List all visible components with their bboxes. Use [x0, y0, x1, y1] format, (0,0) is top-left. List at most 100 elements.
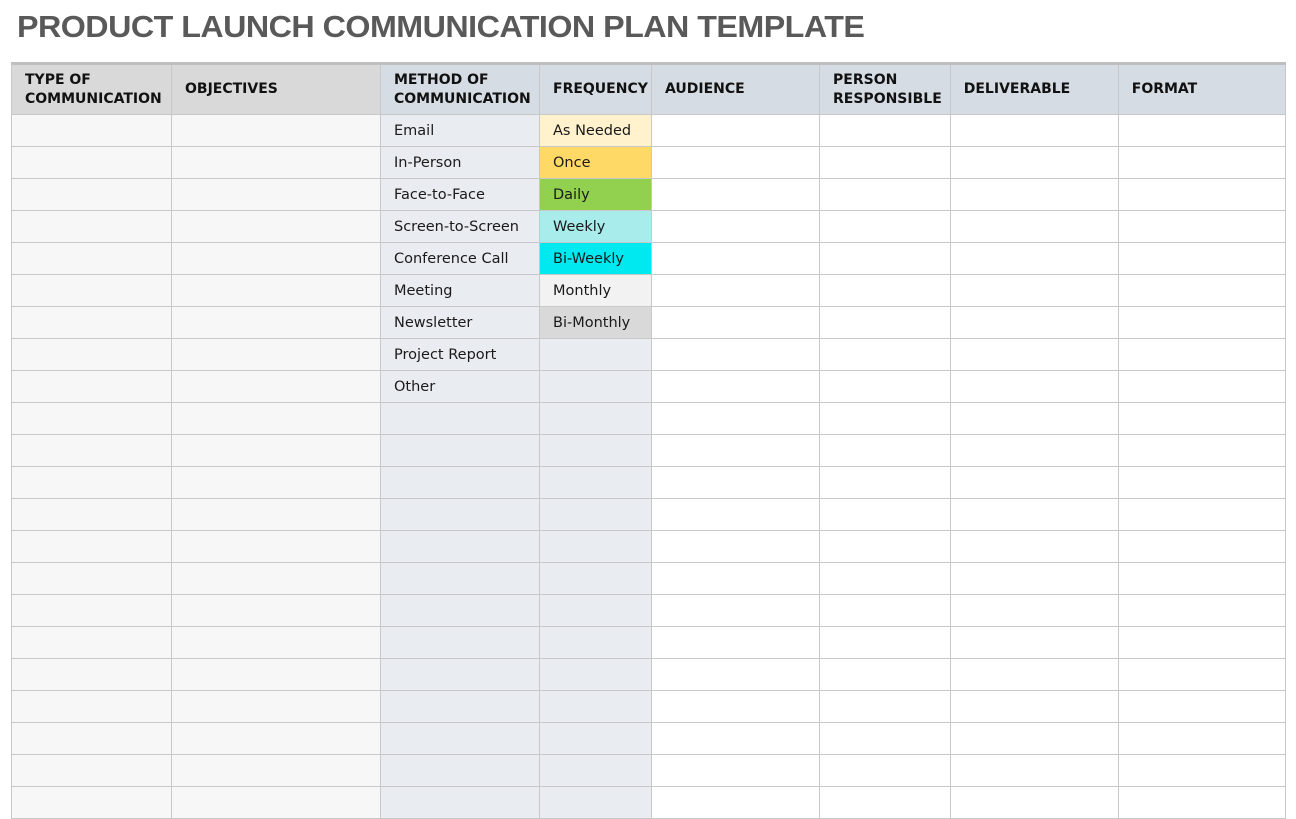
header-audience[interactable]: AUDIENCE — [651, 63, 820, 115]
cell-method[interactable]: Email — [380, 114, 540, 147]
cell-deliverable[interactable] — [949, 210, 1119, 243]
cell-frequency[interactable]: Monthly — [539, 274, 652, 307]
cell-deliverable[interactable] — [949, 690, 1119, 723]
cell-deliverable[interactable] — [949, 658, 1119, 691]
cell-frequency[interactable] — [539, 402, 652, 435]
cell-deliverable[interactable] — [949, 274, 1119, 307]
cell-deliverable[interactable] — [949, 562, 1119, 595]
cell-format[interactable] — [1117, 530, 1286, 563]
header-format[interactable]: FORMAT — [1117, 63, 1286, 115]
cell-objectives[interactable] — [171, 722, 381, 755]
cell-format[interactable] — [1117, 466, 1286, 499]
cell-frequency[interactable] — [539, 626, 652, 659]
cell-format[interactable] — [1117, 338, 1286, 371]
cell-person-responsible[interactable] — [819, 178, 951, 211]
cell-type-of-communication[interactable] — [11, 274, 172, 307]
cell-format[interactable] — [1117, 306, 1286, 339]
cell-deliverable[interactable] — [949, 754, 1119, 787]
cell-method[interactable]: Project Report — [380, 338, 540, 371]
cell-objectives[interactable] — [171, 178, 381, 211]
cell-type-of-communication[interactable] — [11, 466, 172, 499]
cell-frequency[interactable]: Bi-Weekly — [539, 242, 652, 275]
cell-objectives[interactable] — [171, 626, 381, 659]
cell-audience[interactable] — [651, 210, 820, 243]
cell-audience[interactable] — [651, 306, 820, 339]
cell-frequency[interactable] — [539, 722, 652, 755]
cell-frequency[interactable] — [539, 754, 652, 787]
cell-frequency[interactable] — [539, 658, 652, 691]
header-type-of-communication[interactable]: TYPE OF COMMUNICATION — [11, 63, 172, 115]
cell-frequency[interactable]: Once — [539, 146, 652, 179]
cell-format[interactable] — [1117, 210, 1286, 243]
cell-frequency[interactable]: Daily — [539, 178, 652, 211]
cell-person-responsible[interactable] — [819, 210, 951, 243]
cell-format[interactable] — [1117, 434, 1286, 467]
cell-method[interactable] — [380, 786, 540, 819]
cell-deliverable[interactable] — [949, 402, 1119, 435]
cell-method[interactable] — [380, 434, 540, 467]
cell-method[interactable] — [380, 626, 540, 659]
cell-method[interactable] — [380, 466, 540, 499]
cell-deliverable[interactable] — [949, 178, 1119, 211]
cell-method[interactable] — [380, 402, 540, 435]
cell-person-responsible[interactable] — [819, 786, 951, 819]
cell-frequency[interactable] — [539, 370, 652, 403]
cell-deliverable[interactable] — [949, 594, 1119, 627]
cell-deliverable[interactable] — [949, 338, 1119, 371]
cell-frequency[interactable] — [539, 530, 652, 563]
cell-type-of-communication[interactable] — [11, 626, 172, 659]
cell-objectives[interactable] — [171, 306, 381, 339]
cell-method[interactable]: Other — [380, 370, 540, 403]
cell-type-of-communication[interactable] — [11, 658, 172, 691]
cell-objectives[interactable] — [171, 530, 381, 563]
cell-format[interactable] — [1117, 274, 1286, 307]
cell-audience[interactable] — [651, 146, 820, 179]
cell-deliverable[interactable] — [949, 370, 1119, 403]
header-objectives[interactable]: OBJECTIVES — [171, 63, 381, 115]
cell-method[interactable]: Newsletter — [380, 306, 540, 339]
cell-format[interactable] — [1117, 658, 1286, 691]
cell-frequency[interactable] — [539, 434, 652, 467]
cell-method[interactable]: Face-to-Face — [380, 178, 540, 211]
cell-format[interactable] — [1117, 178, 1286, 211]
cell-method[interactable] — [380, 562, 540, 595]
cell-objectives[interactable] — [171, 658, 381, 691]
cell-type-of-communication[interactable] — [11, 434, 172, 467]
cell-format[interactable] — [1117, 146, 1286, 179]
cell-method[interactable]: Meeting — [380, 274, 540, 307]
cell-person-responsible[interactable] — [819, 754, 951, 787]
cell-objectives[interactable] — [171, 338, 381, 371]
cell-deliverable[interactable] — [949, 530, 1119, 563]
cell-objectives[interactable] — [171, 370, 381, 403]
cell-method[interactable] — [380, 658, 540, 691]
cell-objectives[interactable] — [171, 594, 381, 627]
cell-objectives[interactable] — [171, 786, 381, 819]
cell-method[interactable] — [380, 530, 540, 563]
cell-person-responsible[interactable] — [819, 498, 951, 531]
cell-person-responsible[interactable] — [819, 466, 951, 499]
cell-method[interactable] — [380, 754, 540, 787]
cell-format[interactable] — [1117, 626, 1286, 659]
cell-deliverable[interactable] — [949, 786, 1119, 819]
cell-audience[interactable] — [651, 402, 820, 435]
cell-deliverable[interactable] — [949, 434, 1119, 467]
cell-type-of-communication[interactable] — [11, 114, 172, 147]
cell-deliverable[interactable] — [949, 626, 1119, 659]
cell-deliverable[interactable] — [949, 722, 1119, 755]
cell-frequency[interactable]: Weekly — [539, 210, 652, 243]
cell-person-responsible[interactable] — [819, 274, 951, 307]
cell-type-of-communication[interactable] — [11, 178, 172, 211]
cell-audience[interactable] — [651, 626, 820, 659]
cell-person-responsible[interactable] — [819, 242, 951, 275]
header-deliverable[interactable]: DELIVERABLE — [949, 63, 1119, 115]
cell-type-of-communication[interactable] — [11, 594, 172, 627]
cell-objectives[interactable] — [171, 210, 381, 243]
cell-format[interactable] — [1117, 754, 1286, 787]
cell-format[interactable] — [1117, 370, 1286, 403]
cell-type-of-communication[interactable] — [11, 402, 172, 435]
cell-person-responsible[interactable] — [819, 434, 951, 467]
cell-audience[interactable] — [651, 722, 820, 755]
cell-type-of-communication[interactable] — [11, 722, 172, 755]
cell-deliverable[interactable] — [949, 498, 1119, 531]
cell-audience[interactable] — [651, 178, 820, 211]
